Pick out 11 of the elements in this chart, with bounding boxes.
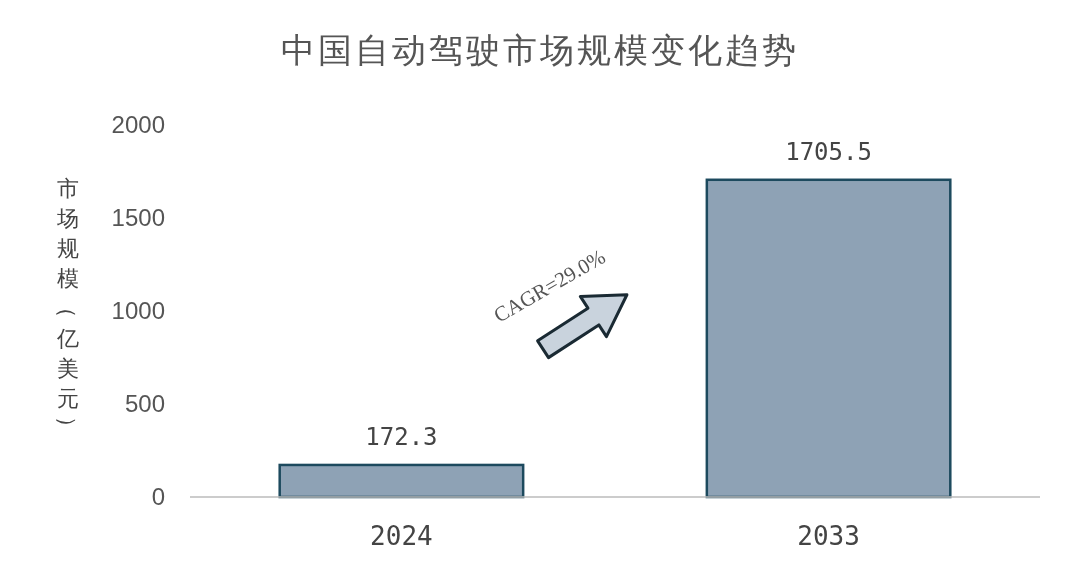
data-label: 172.3 [365, 422, 438, 451]
text: 市场规模（亿美元） [55, 176, 80, 438]
y-tick-label: 500 [124, 390, 165, 418]
x-tick-label: 2024 [370, 521, 433, 551]
y-tick-label: 1500 [111, 204, 165, 232]
chart-title: 中国自动驾驶市场规模变化趋势 [281, 30, 799, 70]
y-tick-label: 0 [151, 483, 165, 511]
x-tick-label: 2033 [797, 521, 860, 551]
data-label: 1705.5 [785, 137, 872, 166]
y-tick-label: 1000 [111, 297, 165, 325]
y-tick-label: 2000 [111, 111, 165, 139]
